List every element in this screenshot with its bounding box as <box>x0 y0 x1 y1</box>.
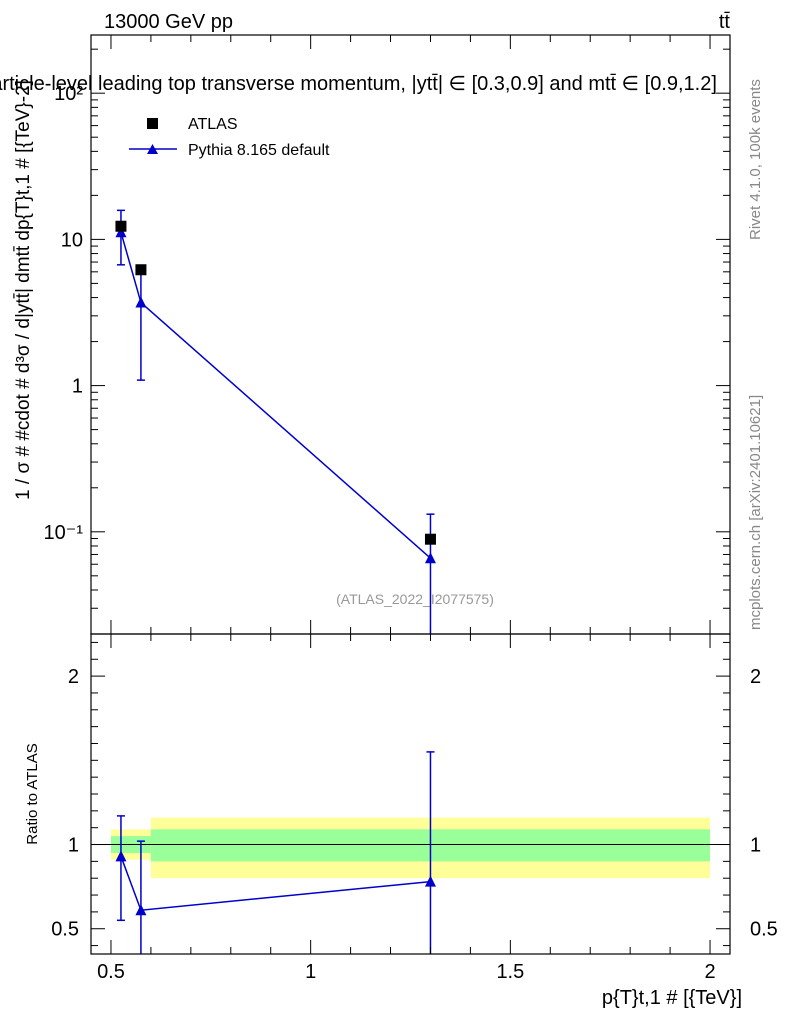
atlas-data-point <box>115 220 127 232</box>
ratio-x-ticks: 0.5 1 1.5 2 <box>97 634 716 983</box>
plot-title: Particle-level leading top transverse mo… <box>0 73 717 95</box>
ratio-series <box>115 751 436 954</box>
ratio-y-ticks: 0.5 0.5 1 1 2 2 <box>51 641 778 947</box>
legend: ATLAS Pythia 8.165 default <box>129 116 330 159</box>
ratio-y-tick-label-right: 2 <box>750 666 761 688</box>
main-y-axis-title: 1 / σ # #cdot # d³σ / d|ytt̄| dmtt̄ dp{T… <box>13 80 34 500</box>
y-tick-label: 10⁻¹ <box>44 522 84 544</box>
atlas-data-point <box>135 264 147 276</box>
x-tick-label: 2 <box>704 961 715 983</box>
x-tick-label: 0.5 <box>97 961 125 983</box>
legend-atlas-marker <box>147 118 158 129</box>
ratio-y-tick-label: 0.5 <box>51 919 79 941</box>
y-tick-label: 1 <box>72 376 83 398</box>
pythia-marker <box>424 875 436 887</box>
main-panel: 10⁻¹ 1 10 10² (ATLAS_2022_I2077575) ATLAS P… <box>0 34 731 635</box>
x-tick-label: 1 <box>305 961 316 983</box>
energy-label: 13000 GeV pp <box>104 11 233 33</box>
main-series <box>115 209 436 634</box>
ratio-y-tick-label-right: 0.5 <box>750 919 778 941</box>
ratio-y-tick-label-right: 1 <box>750 835 761 857</box>
pythia-marker <box>135 904 147 916</box>
pythia-line <box>120 231 431 559</box>
ratio-bands <box>110 817 711 879</box>
y-tick-label: 10² <box>54 83 83 105</box>
x-tick-label: 1.5 <box>496 961 524 983</box>
pythia-marker <box>135 296 147 308</box>
legend-pythia-label: Pythia 8.165 default <box>188 142 330 159</box>
process-label: tt̄ <box>719 11 731 33</box>
pythia-marker <box>115 850 127 862</box>
legend-atlas-label: ATLAS <box>188 116 238 133</box>
legend-pythia-marker <box>147 144 158 154</box>
ratio-y-axis-title: Ratio to ATLAS <box>24 743 41 844</box>
ratio-y-tick-label: 2 <box>68 666 79 688</box>
x-axis-title: p{T}t,1 # [{TeV}] <box>602 987 742 1009</box>
ratio-y-tick-label: 1 <box>68 835 79 857</box>
atlas-data-point <box>424 533 436 545</box>
rivet-label: Rivet 4.1.0, 100k events <box>747 79 764 240</box>
pythia-marker <box>424 552 436 564</box>
mcplots-label: mcplots.cern.ch [arXiv:2401.10621] <box>747 395 764 630</box>
y-tick-label: 10 <box>61 229 83 251</box>
ratio-panel: 0.5 0.5 1 1 2 2 0.5 1 1.5 2 Ratio to ATLAS p{T}t… <box>24 633 778 1009</box>
main-y-ticks: 10⁻¹ 1 10 10² <box>44 48 730 635</box>
analysis-watermark: (ATLAS_2022_I2077575) <box>336 591 494 607</box>
main-frame <box>90 34 731 635</box>
